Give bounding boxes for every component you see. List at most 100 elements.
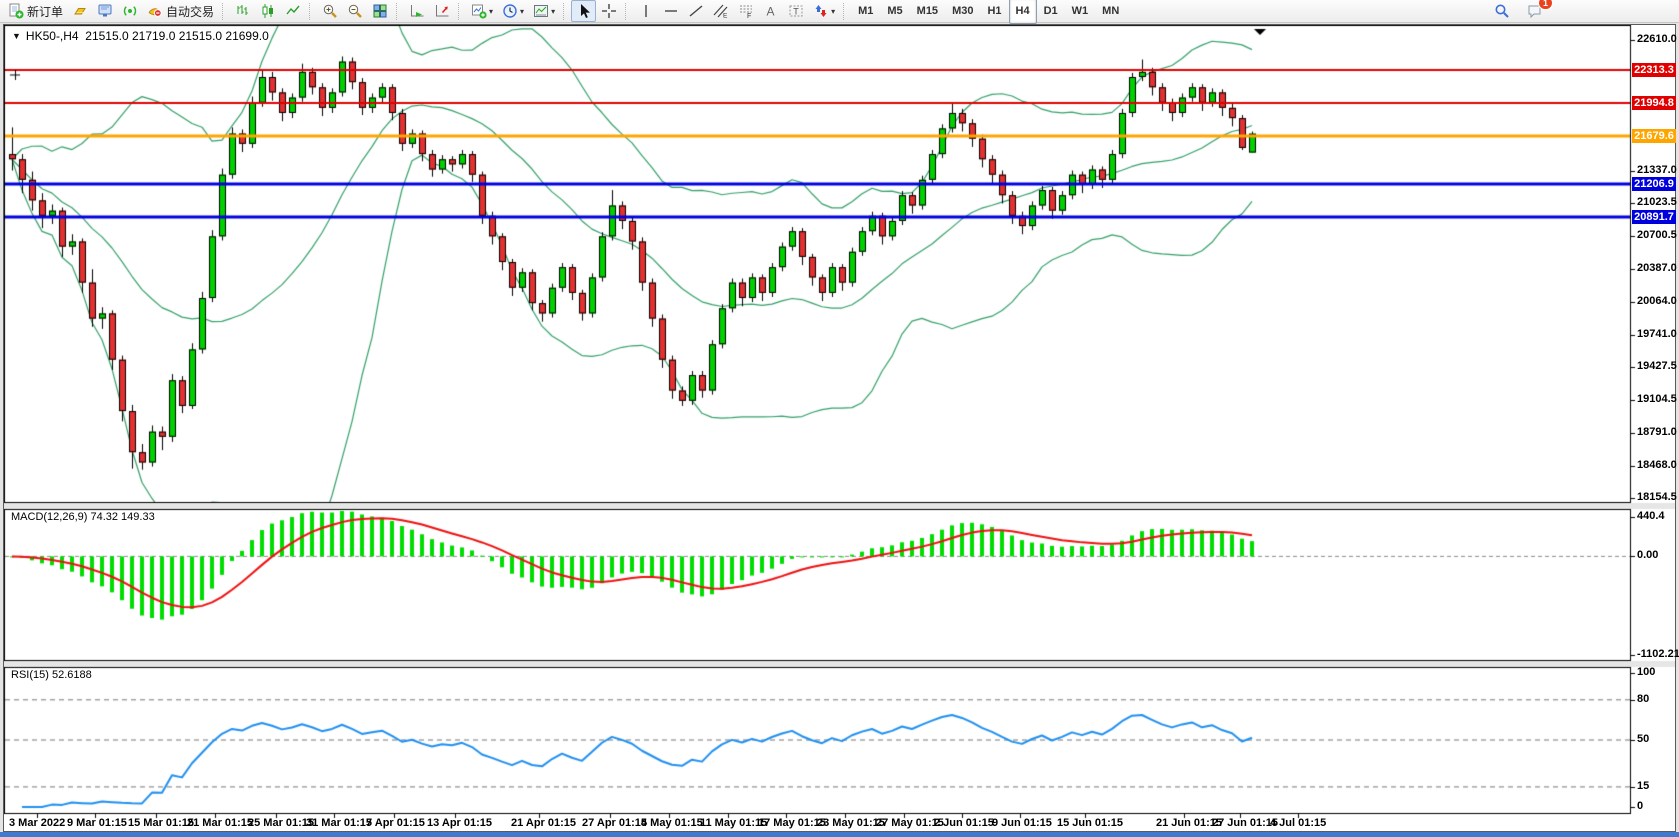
arrows-button[interactable]: ▾ xyxy=(808,0,839,22)
candlestick-chart-button[interactable] xyxy=(255,0,280,22)
market-watch-button[interactable] xyxy=(67,0,92,22)
candlestick-chart-icon xyxy=(259,3,276,20)
auto-scroll-button[interactable] xyxy=(404,0,429,22)
signals-button[interactable] xyxy=(117,0,142,22)
algo-trading-button[interactable]: 自动交易 xyxy=(142,0,218,22)
svg-text:F: F xyxy=(747,13,751,19)
tf-m15-button[interactable]: M15 xyxy=(916,5,939,17)
toolbar-separator xyxy=(563,2,568,20)
date-tick-label: 21 Apr 01:15 xyxy=(511,817,577,829)
date-tick-label: 13 Apr 01:15 xyxy=(427,817,493,829)
chart-canvas[interactable] xyxy=(4,25,1675,831)
dropdown-caret-icon[interactable]: ▾ xyxy=(551,6,556,16)
panel-splitter[interactable] xyxy=(4,661,1675,667)
indicators-icon xyxy=(470,3,487,20)
market-watch-icon xyxy=(71,3,88,20)
arrows-icon xyxy=(812,3,829,20)
tile-windows-button[interactable] xyxy=(367,0,392,22)
crosshair-icon xyxy=(600,3,617,20)
date-tick-label: 11 May 01:15 xyxy=(700,817,768,829)
rsi-tick-label: 0 xyxy=(1637,800,1644,812)
dropdown-caret-icon[interactable]: ▾ xyxy=(489,6,494,16)
toolbar-separator xyxy=(843,2,848,20)
cursor-button[interactable] xyxy=(571,0,597,22)
price-level-badge: 20891.7 xyxy=(1632,209,1676,224)
tile-windows-icon xyxy=(371,3,388,20)
toolbar-separator xyxy=(396,2,401,20)
toolbar-separator xyxy=(309,2,314,20)
rsi-tick-label: 100 xyxy=(1637,666,1656,678)
date-tick-label: 15 Mar 01:15 xyxy=(128,817,195,829)
cursor-icon xyxy=(575,3,592,20)
tf-w1-button[interactable]: W1 xyxy=(1071,5,1089,17)
chart-shift-button[interactable] xyxy=(429,0,454,22)
text-icon: A xyxy=(762,3,779,20)
price-tick-label: 19104.5 xyxy=(1637,393,1677,406)
price-tick-label: 20064.0 xyxy=(1637,294,1677,307)
collapse-caret-icon[interactable]: ▼ xyxy=(12,31,21,41)
price-level-badge: 21994.8 xyxy=(1632,96,1676,111)
date-tick-label: 27 Apr 01:15 xyxy=(582,817,648,829)
vertical-line-button[interactable] xyxy=(633,0,658,22)
macd-tick-label: 0.00 xyxy=(1637,549,1659,562)
text-label-button[interactable]: T xyxy=(783,0,808,22)
templates-button[interactable]: ▾ xyxy=(528,0,559,22)
indicators-button[interactable]: ▾ xyxy=(466,0,497,22)
search-button[interactable] xyxy=(1489,0,1514,22)
toolbar-separator xyxy=(222,2,227,20)
dropdown-caret-icon[interactable]: ▾ xyxy=(831,6,836,16)
price-level-badge: 22313.3 xyxy=(1632,63,1676,78)
data-window-icon xyxy=(96,3,113,20)
algo-trading-label: 自动交易 xyxy=(166,4,215,19)
macd-tick-label: -1102.21 xyxy=(1637,648,1679,660)
zoom-in-button[interactable] xyxy=(317,0,342,22)
svg-text:E: E xyxy=(723,13,728,20)
new-order-button[interactable]: 新订单 xyxy=(3,0,67,22)
chat-button[interactable]: 1 xyxy=(1522,0,1553,22)
date-tick-label: 27 May 01:15 xyxy=(876,817,944,829)
tf-m5-button[interactable]: M5 xyxy=(887,5,903,17)
line-chart-button[interactable] xyxy=(280,0,305,22)
data-window-button[interactable] xyxy=(92,0,117,22)
zoom-out-button[interactable] xyxy=(342,0,367,22)
tf-m30-button[interactable]: M30 xyxy=(952,5,974,17)
date-tick-label: 15 Jun 01:15 xyxy=(1057,817,1124,829)
date-tick-label: 3 Mar 2022 xyxy=(9,817,66,829)
chart-ohlc-text: HK50-,H4 21515.0 21719.0 21515.0 21699.0 xyxy=(25,29,269,43)
text-button[interactable]: A xyxy=(758,0,783,22)
text-label-icon: T xyxy=(787,3,804,20)
price-tick-label: 18791.0 xyxy=(1637,425,1677,438)
tf-m1-button[interactable]: M1 xyxy=(858,5,874,17)
equidistant-channel-button[interactable]: E xyxy=(708,0,733,22)
tf-d1-button[interactable]: D1 xyxy=(1043,5,1058,17)
periods-button[interactable]: ▾ xyxy=(497,0,528,22)
panel-splitter[interactable] xyxy=(4,503,1675,509)
svg-text:A: A xyxy=(766,5,774,19)
crosshair-button[interactable] xyxy=(596,0,621,22)
new-order-icon xyxy=(7,3,24,20)
date-tick-label: 4 May 01:15 xyxy=(641,817,703,829)
tf-mn-button[interactable]: MN xyxy=(1102,5,1120,17)
dropdown-caret-icon[interactable]: ▾ xyxy=(520,6,525,16)
window-resize-edge[interactable] xyxy=(0,832,1679,837)
templates-icon xyxy=(532,3,549,20)
line-chart-icon xyxy=(284,3,301,20)
bar-chart-button[interactable] xyxy=(230,0,255,22)
date-tick-label: 27 Jun 01:15 xyxy=(1212,817,1279,829)
date-tick-label: 9 Jun 01:15 xyxy=(992,817,1052,829)
tf-h4-button[interactable]: H4 xyxy=(1008,0,1037,24)
price-tick-label: 21023.5 xyxy=(1637,196,1677,209)
horizontal-line-button[interactable] xyxy=(658,0,683,22)
trendline-button[interactable] xyxy=(683,0,708,22)
date-tick-label: 31 Mar 01:15 xyxy=(306,817,373,829)
fibonacci-button[interactable]: F xyxy=(733,0,758,22)
svg-text:T: T xyxy=(793,7,799,17)
date-tick-label: 7 Apr 01:15 xyxy=(366,817,425,829)
date-tick-label: 17 May 01:15 xyxy=(758,817,826,829)
date-tick-label: 2 Jun 01:15 xyxy=(934,817,994,829)
rsi-tick-label: 80 xyxy=(1637,692,1650,705)
tf-h1-button[interactable]: H1 xyxy=(987,5,1002,17)
toolbar-separator xyxy=(625,2,630,20)
rsi-tick-label: 50 xyxy=(1637,733,1650,745)
